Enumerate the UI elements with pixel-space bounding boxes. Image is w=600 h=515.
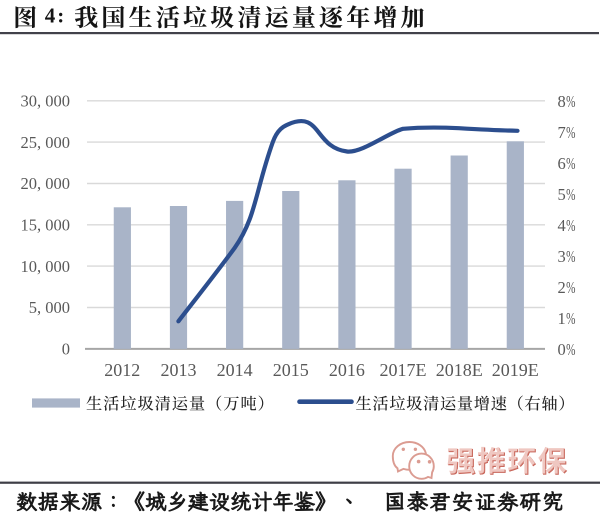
svg-text:%: % (566, 217, 576, 236)
svg-text:6: 6 (558, 154, 566, 173)
svg-text:0: 0 (558, 340, 566, 359)
svg-text:2014: 2014 (217, 360, 253, 380)
svg-text:1: 1 (558, 309, 566, 328)
svg-text:2016: 2016 (329, 360, 365, 380)
svg-text:20, 000: 20, 000 (21, 174, 71, 193)
svg-text:%: % (566, 124, 576, 143)
svg-text:2018E: 2018E (436, 360, 483, 380)
svg-text:%: % (566, 93, 576, 112)
svg-text:%: % (566, 341, 576, 360)
svg-text:2013: 2013 (161, 360, 197, 380)
svg-text:4:: 4: (45, 3, 67, 27)
svg-text:5: 5 (558, 185, 566, 204)
svg-text:2: 2 (558, 278, 566, 297)
svg-text:2017E: 2017E (380, 360, 427, 380)
svg-text:0: 0 (62, 340, 70, 359)
svg-text:15, 000: 15, 000 (21, 216, 71, 235)
svg-text:30, 000: 30, 000 (21, 92, 71, 111)
svg-text:10, 000: 10, 000 (21, 257, 71, 276)
svg-text:3: 3 (558, 247, 566, 266)
svg-text:%: % (566, 186, 576, 205)
svg-text:8: 8 (558, 92, 566, 111)
svg-text:5, 000: 5, 000 (29, 298, 70, 317)
svg-text:%: % (566, 155, 576, 174)
svg-text:2019E: 2019E (492, 360, 539, 380)
svg-text:2012: 2012 (104, 360, 140, 380)
svg-text:2015: 2015 (273, 360, 309, 380)
svg-text:%: % (566, 248, 576, 267)
svg-text:7: 7 (558, 123, 566, 142)
svg-text:4: 4 (558, 216, 566, 235)
svg-text:%: % (566, 310, 576, 329)
svg-text:%: % (566, 279, 576, 298)
svg-text:25, 000: 25, 000 (21, 133, 71, 152)
